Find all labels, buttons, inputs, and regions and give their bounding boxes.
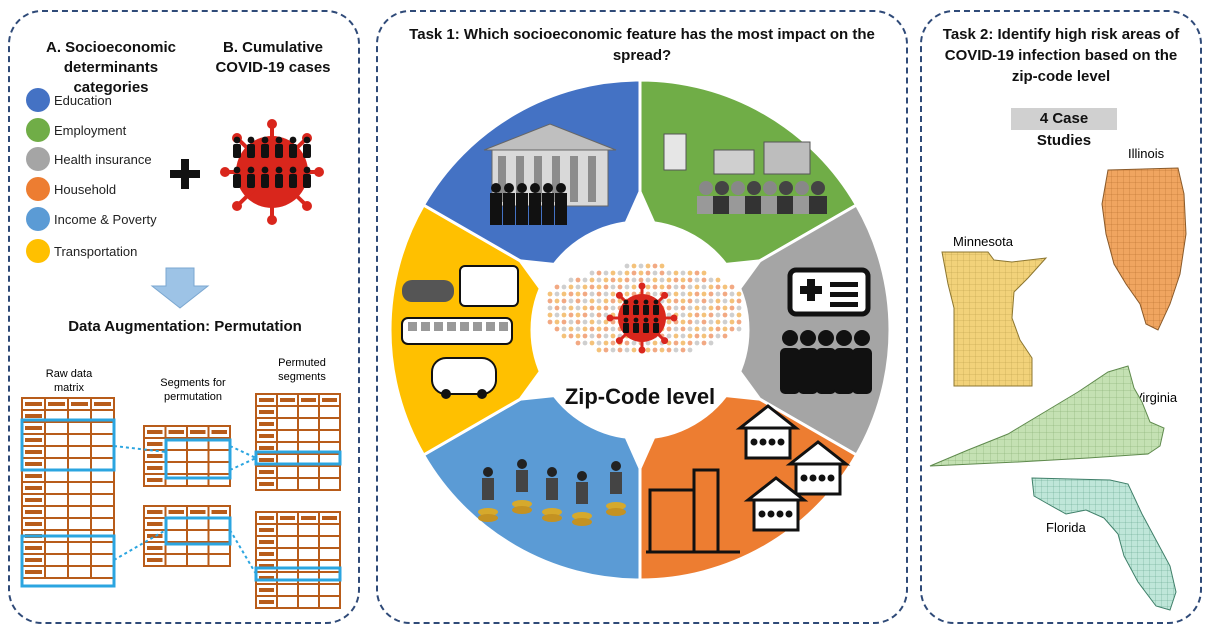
matrix (255, 393, 341, 491)
map-virginia (929, 365, 1165, 467)
legend-label: Household (54, 181, 117, 197)
legend-swatch (26, 118, 50, 142)
segment-highlight (254, 450, 342, 466)
legend-item: Education (26, 88, 112, 112)
matrix (255, 511, 341, 609)
legend-item: Income & Poverty (26, 207, 157, 231)
virus-icon (606, 282, 678, 354)
legend-swatch (26, 147, 50, 171)
legend-swatch (26, 88, 50, 112)
title-socioeconomic-categories: A. Socioeconomic determinants categories (45, 39, 177, 96)
segment-highlight (164, 438, 232, 480)
zip-code-label: Zip-Code level (564, 384, 716, 409)
legend-swatch (26, 239, 50, 263)
label-permuted-segments: Permuted segments (278, 357, 326, 383)
state-label-illinois: Illinois (1128, 146, 1165, 161)
panel-task1 (376, 10, 908, 624)
segment-highlight (20, 534, 116, 588)
title-cumulative-cases: B. Cumulative COVID-19 cases (215, 39, 331, 76)
map-illinois (1101, 167, 1187, 331)
title-data-augmentation: Data Augmentation: Permutation (68, 318, 302, 335)
arrow-down-icon (150, 267, 210, 309)
state-label-florida: Florida (1046, 520, 1086, 535)
legend-label: Income & Poverty (54, 211, 157, 227)
virus-cases-icon (220, 119, 324, 225)
state-label-minnesota: Minnesota (953, 234, 1013, 249)
legend-item: Transportation (26, 239, 137, 263)
panel-socioeconomic (8, 10, 360, 624)
legend-swatch (26, 207, 50, 231)
people-icon (623, 299, 659, 333)
legend-label: Employment (54, 122, 127, 138)
legend-item: Employment (26, 118, 126, 142)
map-florida (1031, 477, 1177, 611)
case-studies-badge: 4 Case Studies (1011, 108, 1117, 149)
map-minnesota (941, 251, 1048, 387)
task2-title: Task 2: Identify high risk areas of COVI… (942, 26, 1180, 85)
legend-swatch (26, 177, 50, 201)
segment-highlight (20, 418, 116, 472)
socioeconomic-wheel (388, 78, 892, 582)
plus-icon (170, 159, 200, 189)
legend-label: Health insurance (54, 151, 152, 167)
legend-item: Health insurance (26, 147, 152, 171)
matrix (21, 397, 115, 579)
legend-item: Household (26, 177, 116, 201)
panel-task2 (920, 10, 1202, 624)
label-segments: Segments for permutation (160, 377, 226, 403)
legend-label: Transportation (54, 243, 138, 259)
permutation-matrices (20, 393, 342, 609)
segment-highlight (254, 566, 342, 582)
task1-title: Task 1: Which socioeconomic feature has … (409, 26, 875, 64)
sector-icons (401, 123, 872, 554)
state-label-virginia: Virginia (1134, 390, 1178, 405)
label-raw-data-matrix: Raw data matrix (45, 368, 93, 394)
legend-label: Education (54, 92, 112, 108)
